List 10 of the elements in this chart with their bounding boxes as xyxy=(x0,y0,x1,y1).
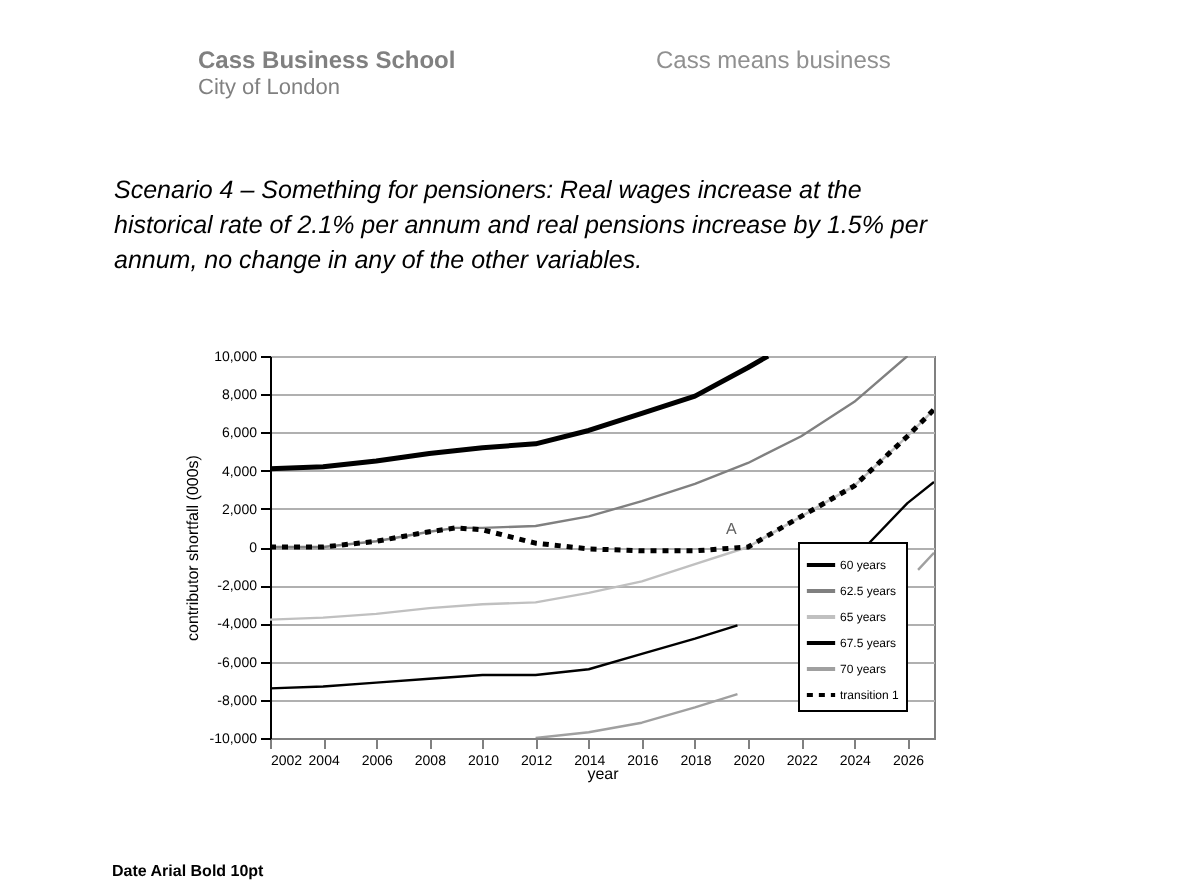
text: Cass means business xyxy=(656,46,891,74)
text: Date Arial Bold 10pt xyxy=(112,862,265,880)
annotation: A xyxy=(726,520,738,538)
y-axis-title: contributor shortfall (000s) xyxy=(183,454,202,641)
text: City of London xyxy=(198,76,340,100)
x-axis-title: year xyxy=(587,765,620,783)
line-series xyxy=(270,356,909,549)
chart-title: Scenario 4 – Something for pensioners: Real wages increase at the historical rate of 2.1% per annum and real pensions increase by 1.5% per annum, no change in any of the other variables. xyxy=(114,176,929,274)
line-series xyxy=(270,408,934,621)
text: Cass Business School xyxy=(198,46,456,74)
